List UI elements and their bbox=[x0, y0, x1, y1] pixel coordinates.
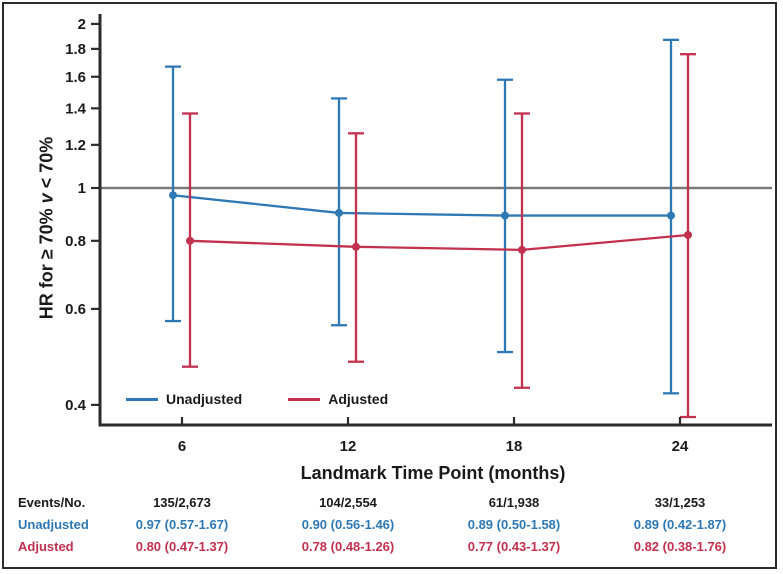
table-row-label-unadjusted: Unadjusted bbox=[18, 517, 89, 532]
y-axis-title-part2: < 70% bbox=[36, 136, 57, 194]
point-marker bbox=[684, 230, 692, 239]
trend-line bbox=[172, 194, 671, 217]
adjusted-hr-24mo: 0.82 (0.38-1.76) bbox=[633, 539, 727, 554]
events-value-6mo: 135/2,673 bbox=[153, 495, 211, 510]
events-value-12mo: 104/2,554 bbox=[319, 495, 377, 510]
table-row-label-events: Events/No. bbox=[18, 495, 86, 510]
y-tick-label: 1.2 bbox=[65, 137, 86, 154]
y-tick-label: 1.4 bbox=[65, 100, 87, 117]
x-axis-title: Landmark Time Point (months) bbox=[300, 463, 566, 483]
adjusted-hr-12mo: 0.78 (0.48-1.26) bbox=[301, 539, 395, 554]
adjusted-hr-6mo: 0.80 (0.47-1.37) bbox=[135, 539, 229, 554]
y-tick-label: 1.6 bbox=[65, 69, 86, 86]
point-marker bbox=[518, 245, 526, 254]
x-tick-label: 6 bbox=[178, 438, 186, 455]
table-row-label-adjusted: Adjusted bbox=[18, 539, 74, 554]
unadjusted-hr-18mo: 0.89 (0.50-1.58) bbox=[467, 517, 561, 532]
legend-item-adjusted: Adjusted bbox=[288, 391, 388, 407]
y-tick-label: 0.6 bbox=[65, 301, 86, 318]
point-marker bbox=[335, 208, 343, 217]
unadjusted-hr-6mo: 0.97 (0.57-1.67) bbox=[135, 517, 229, 532]
legend-label-adjusted: Adjusted bbox=[328, 391, 389, 407]
point-marker bbox=[501, 211, 509, 220]
y-tick-label: 1.8 bbox=[65, 41, 86, 58]
unadjusted-hr-24mo: 0.89 (0.42-1.87) bbox=[633, 517, 727, 532]
y-tick-label: 1 bbox=[78, 180, 86, 197]
legend: Unadjusted Adjusted bbox=[126, 391, 388, 407]
unadjusted-line-swatch bbox=[126, 397, 158, 401]
x-tick-label: 12 bbox=[340, 438, 357, 455]
adjusted-line-swatch bbox=[288, 397, 321, 401]
series-adjusted bbox=[182, 53, 696, 419]
point-marker bbox=[667, 211, 675, 220]
legend-label-unadjusted: Unadjusted bbox=[166, 391, 243, 407]
x-tick-label: 18 bbox=[506, 438, 523, 455]
events-value-24mo: 33/1,253 bbox=[654, 495, 706, 510]
y-axis-title: HR for ≥ 70% v < 70% bbox=[37, 137, 58, 319]
y-axis-title-versus: v bbox=[36, 193, 57, 204]
y-tick-label: 2 bbox=[78, 16, 86, 33]
unadjusted-hr-12mo: 0.90 (0.56-1.46) bbox=[301, 517, 395, 532]
figure-border bbox=[2, 2, 777, 569]
point-marker bbox=[352, 242, 360, 251]
y-tick-label: 0.4 bbox=[65, 397, 87, 414]
y-axis-title-part1: HR for ≥ 70% bbox=[36, 203, 57, 320]
legend-item-unadjusted: Unadjusted bbox=[126, 391, 242, 407]
y-tick-label: 0.8 bbox=[65, 233, 86, 250]
point-marker bbox=[186, 236, 194, 245]
adjusted-hr-18mo: 0.77 (0.43-1.37) bbox=[467, 539, 561, 554]
trend-line bbox=[189, 233, 689, 252]
x-tick-label: 24 bbox=[672, 438, 689, 455]
series-unadjusted bbox=[165, 38, 679, 395]
point-marker bbox=[169, 191, 177, 200]
events-value-18mo: 61/1,938 bbox=[488, 495, 540, 510]
